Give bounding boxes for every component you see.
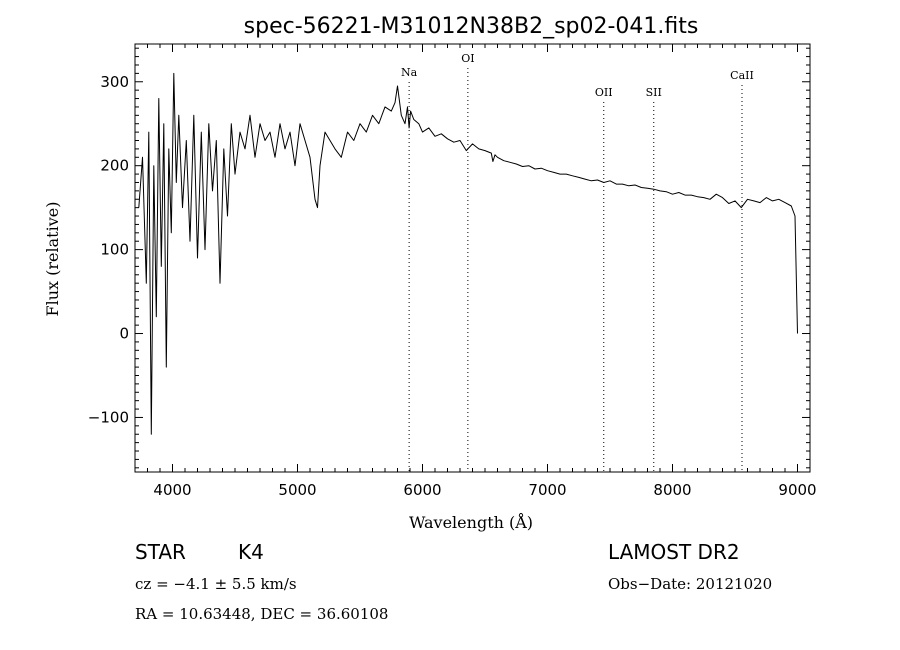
coordinates: RA = 10.63448, DEC = 36.60108 xyxy=(135,605,389,623)
axis-ticks xyxy=(134,44,811,472)
object-class: STAR xyxy=(135,540,186,564)
x-tick-label: 5000 xyxy=(278,481,316,499)
y-tick-label: 300 xyxy=(100,73,129,91)
x-axis-label: Wavelength (Å) xyxy=(409,512,533,532)
line-markers: Na OI OII SII CaII xyxy=(401,52,754,472)
spectrum-line-0 xyxy=(138,72,798,435)
x-tick-label: 8000 xyxy=(653,481,691,499)
observation-date: Obs−Date: 20121020 xyxy=(608,575,773,593)
y-tick-label: 0 xyxy=(119,325,129,343)
spectrum-series xyxy=(138,72,798,435)
y-axis-label: Flux (relative) xyxy=(43,202,62,317)
plot-frame xyxy=(134,43,811,473)
marker-label-oi: OI xyxy=(461,52,474,65)
x-tick-label: 6000 xyxy=(403,481,441,499)
x-tick-label: 7000 xyxy=(528,481,566,499)
x-tick-label: 4000 xyxy=(153,481,191,499)
survey-name: LAMOST DR2 xyxy=(608,540,740,564)
tick-labels: 4000 5000 6000 7000 8000 9000 −100 0 100 200 300 xyxy=(88,73,817,499)
y-tick-label: 100 xyxy=(100,241,129,259)
y-tick-label: −100 xyxy=(88,408,129,426)
chart-title: spec-56221-M31012N38B2_sp02-041.fits xyxy=(244,14,699,39)
x-tick-label: 9000 xyxy=(778,481,816,499)
marker-label-sii: SII xyxy=(646,86,662,99)
object-subclass: K4 xyxy=(238,540,264,564)
marker-label-na: Na xyxy=(401,66,418,79)
marker-label-oii: OII xyxy=(595,86,613,99)
marker-label-caii: CaII xyxy=(730,69,754,82)
redshift-velocity: cz = −4.1 ± 5.5 km/s xyxy=(135,575,297,593)
y-tick-label: 200 xyxy=(100,157,129,175)
